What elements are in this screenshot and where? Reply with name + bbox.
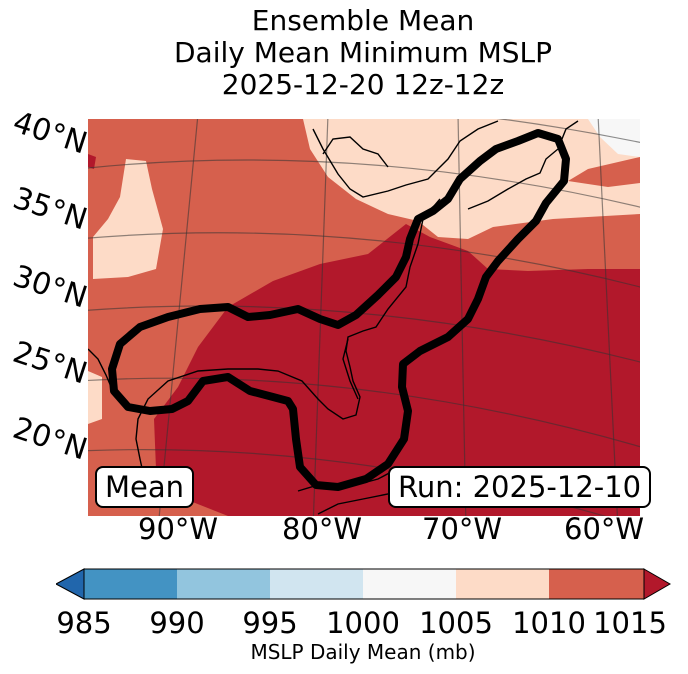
fill-1005-region-west bbox=[93, 159, 163, 279]
colorbar-tick-1010: 1010 bbox=[512, 606, 586, 640]
colorbar-tick-990: 990 bbox=[149, 606, 205, 640]
colorbar-frame bbox=[83, 568, 645, 600]
colorbar-extend-high bbox=[643, 568, 672, 600]
title-line-2: Daily Mean Minimum MSLP bbox=[173, 36, 552, 69]
fill-1000-region-ne bbox=[588, 119, 640, 157]
map-panel bbox=[88, 119, 640, 516]
lon-label-80w: 80°W bbox=[282, 512, 363, 546]
colorbar-bin-1005 bbox=[456, 569, 549, 599]
colorbar bbox=[56, 568, 672, 600]
lat-label-35n: 35°N bbox=[8, 180, 92, 238]
colorbar-bin-1000 bbox=[363, 569, 456, 599]
title-line-1: Ensemble Mean bbox=[251, 4, 475, 37]
colorbar-bin-1010 bbox=[549, 569, 644, 599]
colorbar-bin-990 bbox=[177, 569, 270, 599]
mean-badge: Mean bbox=[95, 466, 195, 508]
colorbar-tick-995: 995 bbox=[242, 606, 298, 640]
colorbar-extend-low bbox=[56, 568, 85, 600]
lon-label-60w: 60°W bbox=[564, 512, 645, 546]
lat-label-20n: 20°N bbox=[8, 410, 92, 468]
colorbar-tick-1005: 1005 bbox=[419, 606, 493, 640]
lat-label-25n: 25°N bbox=[8, 334, 92, 392]
fill-1015-region bbox=[88, 154, 640, 516]
colorbar-tick-1000: 1000 bbox=[326, 606, 400, 640]
coastlines bbox=[88, 120, 579, 515]
lon-label-90w: 90°W bbox=[138, 512, 219, 546]
colorbar-label: MSLP Daily Mean (mb) bbox=[250, 640, 476, 664]
fill-1005-region-north bbox=[303, 119, 640, 239]
colorbar-tick-985: 985 bbox=[56, 606, 112, 640]
highlight-contour bbox=[108, 129, 570, 491]
colorbar-tick-1015: 1015 bbox=[593, 606, 667, 640]
fill-1005-region-sw bbox=[88, 371, 102, 424]
colorbar-bin-995 bbox=[270, 569, 363, 599]
colorbar-bin-985 bbox=[84, 569, 177, 599]
title-line-3: 2025-12-20 12z-12z bbox=[221, 68, 505, 101]
lat-label-30n: 30°N bbox=[8, 258, 92, 316]
lat-label-40n: 40°N bbox=[8, 104, 92, 162]
lon-label-70w: 70°W bbox=[422, 512, 503, 546]
map-svg bbox=[88, 119, 640, 516]
run-date-badge: Run: 2025-12-10 bbox=[388, 466, 652, 508]
